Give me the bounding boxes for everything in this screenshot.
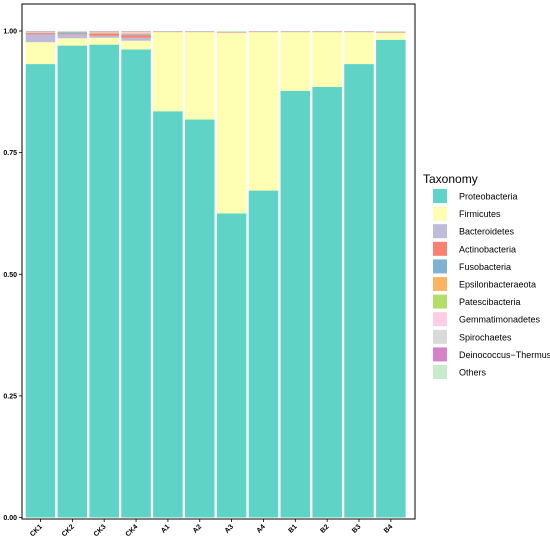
x-tick-label: A1	[160, 523, 171, 534]
x-tick-label: CK2	[61, 523, 76, 538]
bar-segment-ck4-3	[121, 37, 151, 41]
bar-segment-ck4-6	[121, 33, 151, 35]
x-tick-label: A2	[192, 523, 203, 534]
legend-label-5: Fusobacteria	[459, 262, 511, 272]
bar-segment-a4-1	[248, 190, 279, 518]
bar-segment-b3-2	[344, 31, 374, 65]
legend-key-6	[433, 277, 447, 291]
bar-segment-ck2-1	[57, 45, 88, 518]
x-tick-label: B2	[319, 523, 330, 534]
legend-key-1	[433, 189, 447, 203]
x-tick-label: CK1	[29, 523, 44, 538]
bar-segment-a4-2	[248, 31, 279, 191]
legend-label-6: Epsilonbacteraeota	[459, 280, 536, 290]
y-tick-label: 0.50	[3, 272, 17, 279]
bar-segment-b1-2	[280, 31, 311, 91]
bar-segment-b4-11	[376, 31, 406, 32]
bar-segment-b2-1	[312, 86, 342, 518]
legend-label-1: Proteobacteria	[459, 192, 518, 202]
y-axis: 0.00 0.25 0.50 0.75 1.00	[3, 29, 22, 522]
bar-segment-ck4-5	[121, 34, 151, 36]
legend-title: Taxonomy	[423, 172, 478, 186]
legend-label-3: Bacteroidetes	[459, 227, 515, 237]
x-tick-label: B3	[351, 523, 362, 534]
bar-segment-a3-1	[216, 213, 247, 518]
bar-segment-ck1-2	[25, 42, 56, 65]
bar-segment-ck2-2	[57, 38, 88, 46]
legend-label-11: Others	[459, 368, 487, 378]
legend-key-11	[433, 365, 447, 379]
x-tick-label: A3	[224, 523, 235, 534]
y-tick-label: 0.00	[3, 515, 17, 522]
legend-key-10	[433, 347, 447, 362]
bar-segment-ck4-2	[121, 40, 151, 50]
bar-segment-ck3-1	[89, 44, 119, 518]
bar-segment-b4-1	[376, 39, 406, 518]
legend-label-10: Deinococcus−Thermus	[459, 350, 550, 360]
bar-segment-b1-1	[280, 90, 311, 518]
bar-segment-a3-2	[216, 32, 247, 214]
bar-segment-ck3-3	[89, 35, 119, 38]
bar-segment-ck1-3	[25, 34, 56, 43]
legend-key-2	[433, 206, 447, 221]
legend-label-2: Firmicutes	[459, 209, 501, 219]
plot-panel-border	[21, 3, 416, 520]
bar-segment-b4-2	[376, 32, 406, 40]
x-axis: CK1 CK2 CK3 CK4 A1 A2 A3 A4 B1 B2 B3 B4	[29, 519, 394, 538]
bar-segment-ck1-1	[25, 64, 56, 518]
bar-segment-b3-1	[344, 64, 374, 518]
y-tick-label: 0.25	[3, 393, 17, 400]
legend-key-3	[433, 224, 447, 239]
y-tick-label: 1.00	[3, 29, 17, 36]
legend: Taxonomy Proteobacteria Firmicutes Bactero…	[423, 172, 550, 379]
legend-key-9	[433, 329, 447, 344]
bar-segment-ck4-4	[121, 35, 151, 38]
bar-segment-ck3-6	[89, 32, 119, 34]
x-tick-label: B4	[383, 523, 394, 534]
legend-key-7	[433, 294, 447, 309]
bar-segment-ck3-4	[89, 33, 119, 36]
legend-key-5	[433, 259, 447, 274]
x-tick-label: CK3	[93, 523, 108, 538]
bar-segment-ck4-1	[121, 49, 151, 518]
x-tick-label: A4	[256, 523, 267, 534]
legend-key-8	[433, 312, 447, 327]
bar-segment-a2-2	[185, 31, 215, 120]
bar-segment-ck1-4	[25, 33, 56, 35]
x-tick-label: B1	[287, 523, 298, 534]
bar-segment-a2-1	[185, 119, 215, 518]
bars-group	[25, 31, 406, 518]
legend-key-4	[433, 241, 447, 256]
bar-segment-ck2-5	[57, 32, 88, 34]
bar-segment-ck2-3	[57, 34, 88, 39]
legend-label-4: Actinobacteria	[459, 244, 516, 254]
y-tick-label: 0.75	[3, 150, 17, 157]
legend-label-7: Patescibacteria	[459, 297, 521, 307]
bar-segment-a3-11	[216, 31, 247, 32]
legend-label-8: Gemmatimonadetes	[459, 315, 541, 325]
legend-label-9: Spirochaetes	[459, 332, 512, 342]
bar-segment-b2-2	[312, 31, 342, 87]
bar-segment-ck4-8	[121, 32, 151, 34]
bar-segment-ck3-2	[89, 37, 119, 45]
bar-segment-a1-2	[153, 31, 183, 112]
x-tick-label: CK4	[125, 523, 140, 538]
bar-segment-a1-1	[153, 111, 183, 518]
